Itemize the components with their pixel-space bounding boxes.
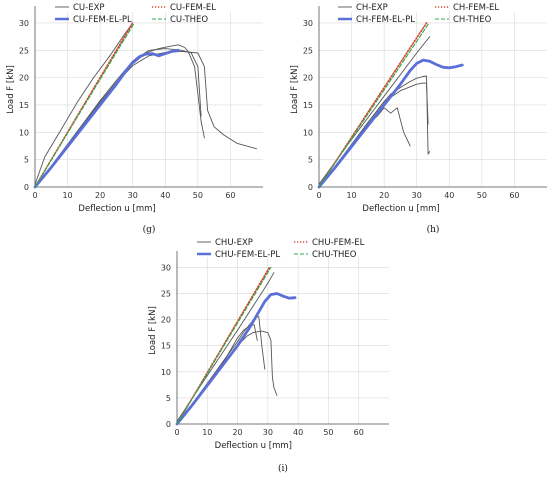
series-line-cu-exp xyxy=(34,22,134,185)
series-line-ch-theo xyxy=(318,22,430,188)
x-tick-label: 20 xyxy=(95,191,105,200)
y-tick-label: 15 xyxy=(161,342,171,351)
panel-caption: (g) xyxy=(143,224,156,235)
legend-label: CU-EXP xyxy=(73,3,105,13)
legend: CH-EXP CH-FEM-EL CH-FEM-EL-PL CH-THEO xyxy=(338,3,499,25)
x-tick-label: 40 xyxy=(444,191,454,200)
x-tick-label: 30 xyxy=(128,191,138,200)
legend-label: CHU-THEO xyxy=(312,250,357,260)
y-tick-label: 10 xyxy=(161,368,171,377)
legend-label: CH-FEM-EL-PL xyxy=(356,15,415,25)
x-tick-label: 60 xyxy=(509,191,519,200)
y-tick-label: 10 xyxy=(303,128,313,137)
y-tick-label: 25 xyxy=(19,46,29,55)
y-tick-label: 5 xyxy=(24,156,29,165)
x-tick-label: 30 xyxy=(263,428,273,437)
y-tick-label: 0 xyxy=(308,183,313,192)
series-line-chu-theo xyxy=(176,266,272,425)
y-tick-label: 5 xyxy=(166,394,171,403)
x-tick-label: 40 xyxy=(293,428,303,437)
legend-label: CHU-FEM-EL xyxy=(312,238,365,248)
x-tick-label: 20 xyxy=(379,191,389,200)
series-line-cu-theo xyxy=(34,22,135,188)
series-line-chu-fem-el-pl xyxy=(175,292,297,426)
x-tick-label: 60 xyxy=(225,191,235,200)
panel-caption: (h) xyxy=(427,224,440,235)
y-tick-label: 30 xyxy=(19,19,29,28)
y-tick-label: 20 xyxy=(161,316,171,325)
y-tick-label: 0 xyxy=(166,420,171,429)
series-line-ch-exp xyxy=(318,75,431,188)
x-tick-label: 0 xyxy=(316,191,321,200)
x-tick-label: 50 xyxy=(323,428,333,437)
y-tick-label: 30 xyxy=(303,19,313,28)
y-tick-label: 25 xyxy=(161,290,171,299)
legend: CU-EXP CU-FEM-EL CU-FEM-EL-PL CU-THEO xyxy=(55,3,216,25)
y-tick-label: 20 xyxy=(19,74,29,83)
x-tick-label: 0 xyxy=(32,191,37,200)
chart-panel-0: 0 10 20 30 40 50 60 0 5 10 15 20 25 30 Deflection u [m… xyxy=(6,3,263,235)
x-tick-label: 50 xyxy=(477,191,487,200)
legend-label: CU-FEM-EL xyxy=(170,3,216,13)
chart-panel-1: 0 10 20 30 40 50 60 0 5 10 15 20 25 30 Deflection u [m… xyxy=(290,3,547,235)
legend: CHU-EXP CHU-FEM-EL CHU-FEM-EL-PL CHU-THEO xyxy=(197,238,365,260)
series-line-ch-fem-el-pl xyxy=(317,58,464,189)
chart-panel-2: 0 10 20 30 40 50 60 0 5 10 15 20 25 30 Deflection u [m… xyxy=(148,238,389,474)
legend-label: CU-FEM-EL-PL xyxy=(73,15,132,25)
x-tick-label: 10 xyxy=(202,428,212,437)
y-tick-label: 20 xyxy=(303,74,313,83)
y-tick-label: 5 xyxy=(308,156,313,165)
x-tick-label: 50 xyxy=(193,191,203,200)
y-axis-title: Load F [kN] xyxy=(290,65,300,114)
x-tick-label: 60 xyxy=(354,428,364,437)
x-tick-label: 10 xyxy=(62,191,72,200)
series-line-cu-exp xyxy=(34,48,202,188)
legend-label: CHU-FEM-EL-PL xyxy=(215,250,280,260)
x-tick-label: 30 xyxy=(412,191,422,200)
x-tick-label: 0 xyxy=(174,428,179,437)
y-axis-title: Load F [kN] xyxy=(6,65,16,114)
x-tick-label: 40 xyxy=(160,191,170,200)
y-tick-label: 30 xyxy=(161,263,171,272)
x-tick-label: 10 xyxy=(346,191,356,200)
series-line-cu-exp xyxy=(34,50,257,188)
y-tick-label: 0 xyxy=(24,183,29,192)
legend-label: CH-FEM-EL xyxy=(453,3,499,13)
series-line-ch-exp xyxy=(318,82,429,188)
series-line-cu-exp xyxy=(34,44,205,188)
y-axis-title: Load F [kN] xyxy=(148,306,158,355)
x-axis-title: Deflection u [mm] xyxy=(362,204,439,214)
x-tick-label: 20 xyxy=(232,428,242,437)
legend-label: CH-THEO xyxy=(453,15,492,25)
x-axis-title: Deflection u [mm] xyxy=(78,204,155,214)
y-tick-label: 15 xyxy=(19,101,29,110)
legend-label: CHU-EXP xyxy=(215,238,253,248)
legend-label: CH-EXP xyxy=(356,3,388,13)
legend-label: CU-THEO xyxy=(170,15,208,25)
y-tick-label: 25 xyxy=(303,46,313,55)
y-tick-label: 10 xyxy=(19,128,29,137)
y-tick-label: 15 xyxy=(303,101,313,110)
panel-caption: (i) xyxy=(278,463,288,474)
series-line-cu-fem-el-pl xyxy=(33,48,180,189)
x-axis-title: Deflection u [mm] xyxy=(215,441,292,451)
